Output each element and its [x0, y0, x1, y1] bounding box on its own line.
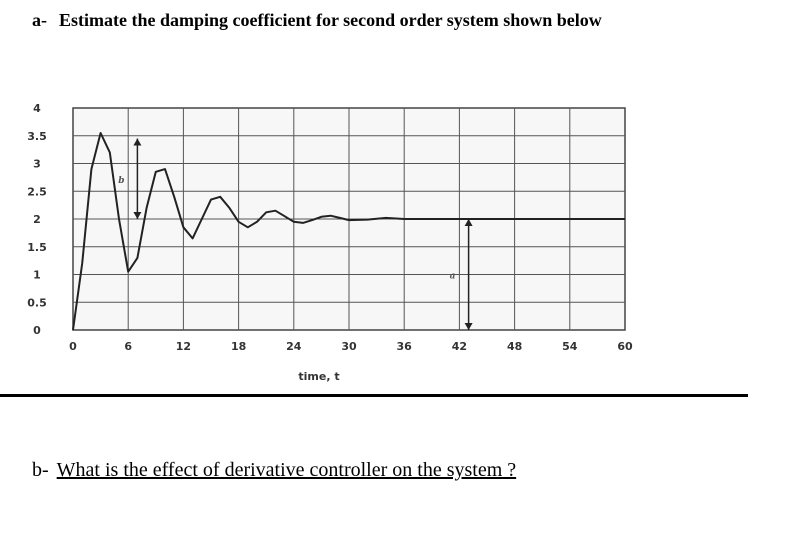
x-tick-label: 12: [176, 340, 191, 353]
annotation-label-a: a: [450, 272, 456, 282]
y-tick-label: 3: [33, 158, 41, 171]
x-tick-label: 54: [562, 340, 578, 353]
y-tick-label: 0: [33, 324, 41, 337]
question-a-text: Estimate the damping coefficient for sec…: [59, 10, 602, 30]
x-tick-label: 48: [507, 340, 522, 353]
question-b-prefix: b-: [32, 459, 49, 481]
x-tick-label: 18: [231, 340, 246, 353]
y-tick-label: 1.5: [27, 241, 47, 254]
x-axis-label: time, t: [298, 370, 339, 383]
y-tick-label: 4: [33, 102, 41, 115]
arrowhead-up: [464, 219, 473, 226]
y-tick-label: 2.5: [27, 185, 47, 198]
y-tick-label: 0.5: [27, 296, 47, 309]
arrowhead-down: [133, 212, 142, 219]
x-tick-label: 0: [69, 340, 77, 353]
y-tick-label: 1: [33, 269, 41, 282]
arrowhead-up: [133, 138, 142, 146]
x-tick-label: 24: [286, 340, 302, 353]
horizontal-divider: [0, 394, 748, 397]
x-tick-label: 36: [397, 340, 413, 353]
x-tick-label: 42: [452, 340, 467, 353]
arrowhead-down: [464, 323, 473, 330]
question-b: b- What is the effect of derivative contr…: [32, 459, 516, 482]
question-a: a- Estimate the damping coefficient for s…: [32, 10, 602, 31]
y-tick-label: 2: [33, 213, 41, 226]
question-b-text: What is the effect of derivative control…: [56, 459, 517, 481]
x-tick-label: 30: [341, 340, 357, 353]
x-tick-label: 60: [617, 340, 633, 353]
annotation-label-b: b: [118, 176, 124, 186]
y-tick-label: 3.5: [27, 130, 47, 143]
response-curve: [72, 132, 625, 331]
question-a-prefix: a-: [32, 10, 47, 30]
step-response-chart: 0 6 12 18 24 30 36 42 48 54 60 0 0.5 1 1.5 2 2.5 3 3.5 4 tim…: [27, 102, 633, 383]
x-tick-label: 6: [124, 340, 132, 353]
